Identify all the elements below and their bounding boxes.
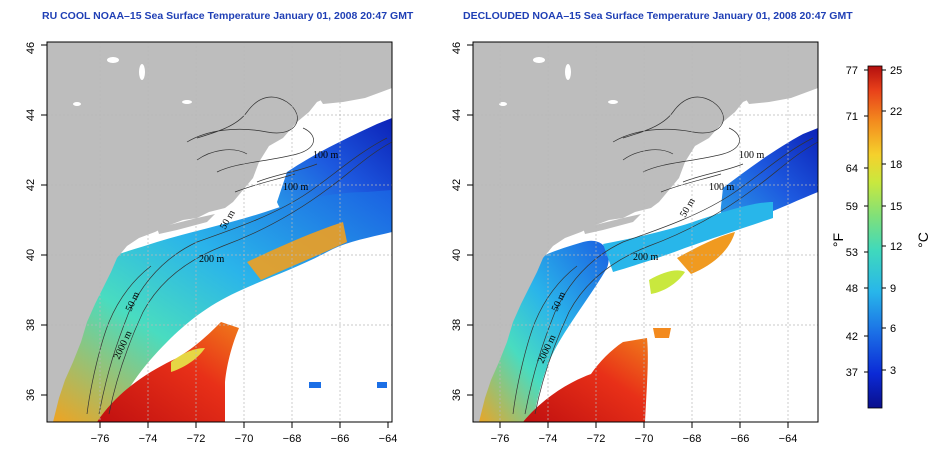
- colorbar-f-tick: 48: [846, 283, 858, 295]
- x-tick-label: −72: [587, 433, 606, 445]
- y-tick-label: 46: [451, 42, 463, 54]
- x-tick-label: −68: [683, 433, 702, 445]
- x-tick-label: −68: [283, 433, 302, 445]
- y-tick-label: 38: [451, 319, 463, 331]
- right-x-axis: −76 −74 −72 −70 −68 −66 −64: [491, 422, 798, 445]
- left-map-panel: 100 m 100 m 50 m 200 m 50 m 2000 m: [46, 41, 393, 423]
- contour-label: 100 m: [739, 150, 765, 161]
- y-tick-label: 42: [25, 179, 37, 191]
- colorbar-gradient: [867, 65, 883, 409]
- colorbar-c-label: °C: [915, 232, 931, 248]
- colorbar-f-tick: 64: [846, 163, 858, 175]
- left-y-axis: 36 38 40 42 44 46: [25, 42, 47, 401]
- colorbar-f-tick: 37: [846, 367, 858, 379]
- x-tick-label: −70: [635, 433, 654, 445]
- y-tick-label: 36: [451, 389, 463, 401]
- y-tick-label: 44: [25, 109, 37, 121]
- contour-label: 200 m: [199, 254, 225, 265]
- y-tick-label: 42: [451, 179, 463, 191]
- x-tick-label: −66: [331, 433, 350, 445]
- y-tick-label: 40: [451, 249, 463, 261]
- x-tick-label: −74: [139, 433, 158, 445]
- colorbar-c-tick: 6: [890, 323, 896, 335]
- colorbar-f-tick: 77: [846, 65, 858, 77]
- colorbar-c-tick: 12: [890, 241, 902, 253]
- x-tick-label: −76: [491, 433, 510, 445]
- y-tick-label: 46: [25, 42, 37, 54]
- colorbar-c-tick: 9: [890, 283, 896, 295]
- colorbar-c-tick: 22: [890, 106, 902, 118]
- contour-label: 100 m: [709, 182, 735, 193]
- left-sst-field: [47, 118, 392, 422]
- x-tick-label: −64: [379, 433, 398, 445]
- y-tick-label: 44: [451, 109, 463, 121]
- colorbar-f-tick: 71: [846, 111, 858, 123]
- contour-label: 100 m: [313, 150, 339, 161]
- colorbar-c-tick: 25: [890, 65, 902, 77]
- x-tick-label: −70: [235, 433, 254, 445]
- right-panel-title: DECLOUDED NOAA–15 Sea Surface Temperatur…: [463, 10, 853, 22]
- colorbar-f-tick: 59: [846, 201, 858, 213]
- right-y-axis: 36 38 40 42 44 46: [451, 42, 473, 401]
- x-tick-label: −76: [91, 433, 110, 445]
- colorbar-c-tick: 15: [890, 201, 902, 213]
- colorbar-f-tick: 53: [846, 247, 858, 259]
- contour-label: 200 m: [633, 252, 659, 263]
- y-tick-label: 38: [25, 319, 37, 331]
- colorbar: 77 71 64 59 53 48 42 37 25 22 18 15 12 9…: [830, 65, 931, 409]
- colorbar-f-tick: 42: [846, 331, 858, 343]
- x-tick-label: −66: [731, 433, 750, 445]
- colorbar-c-tick: 3: [890, 365, 896, 377]
- x-tick-label: −72: [187, 433, 206, 445]
- contour-label: 100 m: [283, 182, 309, 193]
- colorbar-c-tick: 18: [890, 159, 902, 171]
- y-tick-label: 36: [25, 389, 37, 401]
- right-map-panel: 100 m 100 m 50 m 200 m 50 m 2000 m: [472, 41, 819, 423]
- colorbar-f-label: °F: [830, 233, 846, 247]
- y-tick-label: 40: [25, 249, 37, 261]
- left-panel-title: RU COOL NOAA–15 Sea Surface Temperature …: [42, 10, 414, 22]
- x-tick-label: −74: [539, 433, 558, 445]
- left-gridlines: [47, 42, 392, 422]
- x-tick-label: −64: [779, 433, 798, 445]
- left-x-axis: −76 −74 −72 −70 −68 −66 −64: [91, 422, 398, 445]
- right-gridlines: [473, 42, 818, 422]
